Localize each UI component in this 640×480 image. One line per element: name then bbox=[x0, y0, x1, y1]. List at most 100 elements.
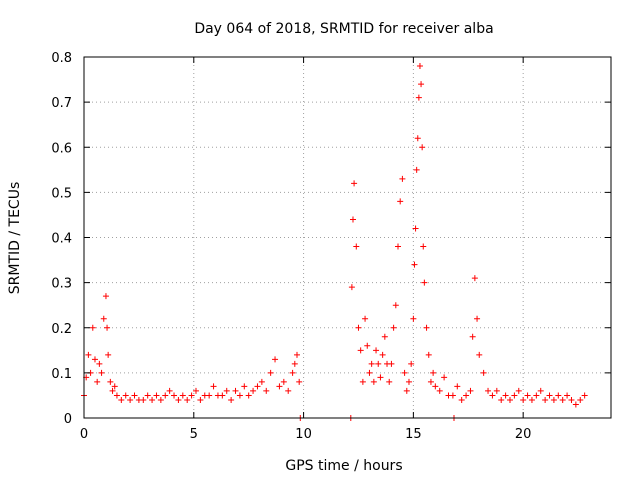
data-point bbox=[399, 175, 406, 182]
data-point bbox=[559, 396, 566, 403]
data-point bbox=[572, 401, 579, 408]
y-tick-label: 0 bbox=[64, 412, 72, 427]
data-point bbox=[502, 392, 509, 399]
x-tick-label: 5 bbox=[190, 427, 198, 442]
data-point bbox=[423, 324, 430, 331]
data-point bbox=[105, 351, 112, 358]
data-point bbox=[166, 387, 173, 394]
data-point bbox=[577, 396, 584, 403]
data-point bbox=[454, 383, 461, 390]
data-point bbox=[416, 63, 423, 70]
data-point bbox=[192, 387, 199, 394]
data-point bbox=[537, 387, 544, 394]
data-point bbox=[91, 356, 98, 363]
data-point bbox=[375, 360, 382, 367]
data-point bbox=[254, 383, 261, 390]
data-point bbox=[285, 387, 292, 394]
data-point bbox=[357, 347, 364, 354]
data-point bbox=[197, 396, 204, 403]
data-point bbox=[430, 369, 437, 376]
data-point bbox=[489, 392, 496, 399]
data-point bbox=[241, 383, 248, 390]
data-point bbox=[467, 387, 474, 394]
data-point bbox=[397, 198, 404, 205]
data-point bbox=[533, 392, 540, 399]
data-point bbox=[392, 302, 399, 309]
data-point bbox=[506, 396, 513, 403]
data-point bbox=[206, 392, 213, 399]
data-point bbox=[131, 392, 138, 399]
data-point bbox=[413, 166, 420, 173]
data-point bbox=[171, 392, 178, 399]
data-point bbox=[153, 392, 160, 399]
data-point bbox=[498, 396, 505, 403]
data-point bbox=[355, 324, 362, 331]
data-point bbox=[98, 369, 105, 376]
data-point bbox=[111, 383, 118, 390]
y-tick-label: 0.6 bbox=[51, 141, 72, 156]
data-point bbox=[411, 261, 418, 268]
data-point bbox=[419, 144, 426, 151]
data-point bbox=[511, 392, 518, 399]
y-tick-label: 0.1 bbox=[51, 367, 72, 382]
data-point bbox=[267, 369, 274, 376]
data-point bbox=[232, 387, 239, 394]
data-point bbox=[373, 347, 380, 354]
data-point bbox=[520, 396, 527, 403]
data-point bbox=[184, 396, 191, 403]
data-point bbox=[550, 396, 557, 403]
data-point bbox=[149, 396, 156, 403]
y-tick-label: 0.2 bbox=[51, 322, 72, 337]
data-point bbox=[94, 378, 101, 385]
data-point bbox=[127, 396, 134, 403]
y-tick-label: 0.8 bbox=[51, 51, 72, 66]
data-point bbox=[425, 351, 432, 358]
data-point bbox=[414, 135, 421, 142]
data-point bbox=[568, 396, 575, 403]
data-point bbox=[236, 392, 243, 399]
x-tick-label: 0 bbox=[80, 427, 88, 442]
data-point bbox=[175, 396, 182, 403]
data-point bbox=[223, 387, 230, 394]
data-point bbox=[420, 243, 427, 250]
data-point bbox=[96, 360, 103, 367]
data-point bbox=[250, 387, 257, 394]
data-point bbox=[280, 378, 287, 385]
data-point bbox=[555, 392, 562, 399]
data-point bbox=[449, 392, 456, 399]
data-point bbox=[581, 392, 588, 399]
data-points bbox=[81, 63, 588, 421]
x-axis-title: GPS time / hours bbox=[285, 458, 402, 474]
data-point bbox=[469, 333, 476, 340]
data-point bbox=[85, 351, 92, 358]
data-point bbox=[107, 378, 114, 385]
data-point bbox=[359, 378, 366, 385]
data-point bbox=[403, 387, 410, 394]
data-point bbox=[474, 315, 481, 322]
data-point bbox=[113, 392, 120, 399]
data-point bbox=[122, 392, 129, 399]
data-point bbox=[89, 324, 96, 331]
data-point bbox=[351, 180, 358, 187]
data-point bbox=[412, 225, 419, 232]
data-point bbox=[432, 383, 439, 390]
data-point bbox=[118, 396, 125, 403]
data-point bbox=[377, 374, 384, 381]
data-point bbox=[546, 392, 553, 399]
data-point bbox=[564, 392, 571, 399]
data-point bbox=[157, 396, 164, 403]
data-point bbox=[390, 324, 397, 331]
data-point bbox=[291, 360, 298, 367]
data-point bbox=[263, 387, 270, 394]
data-point bbox=[485, 387, 492, 394]
data-point bbox=[381, 333, 388, 340]
data-point bbox=[493, 387, 500, 394]
data-point bbox=[408, 360, 415, 367]
data-point bbox=[228, 396, 235, 403]
data-point bbox=[245, 392, 252, 399]
data-point bbox=[348, 284, 355, 291]
grid-lines bbox=[84, 57, 611, 418]
y-tick-label: 0.7 bbox=[51, 96, 72, 111]
data-point bbox=[441, 374, 448, 381]
data-point bbox=[104, 324, 111, 331]
